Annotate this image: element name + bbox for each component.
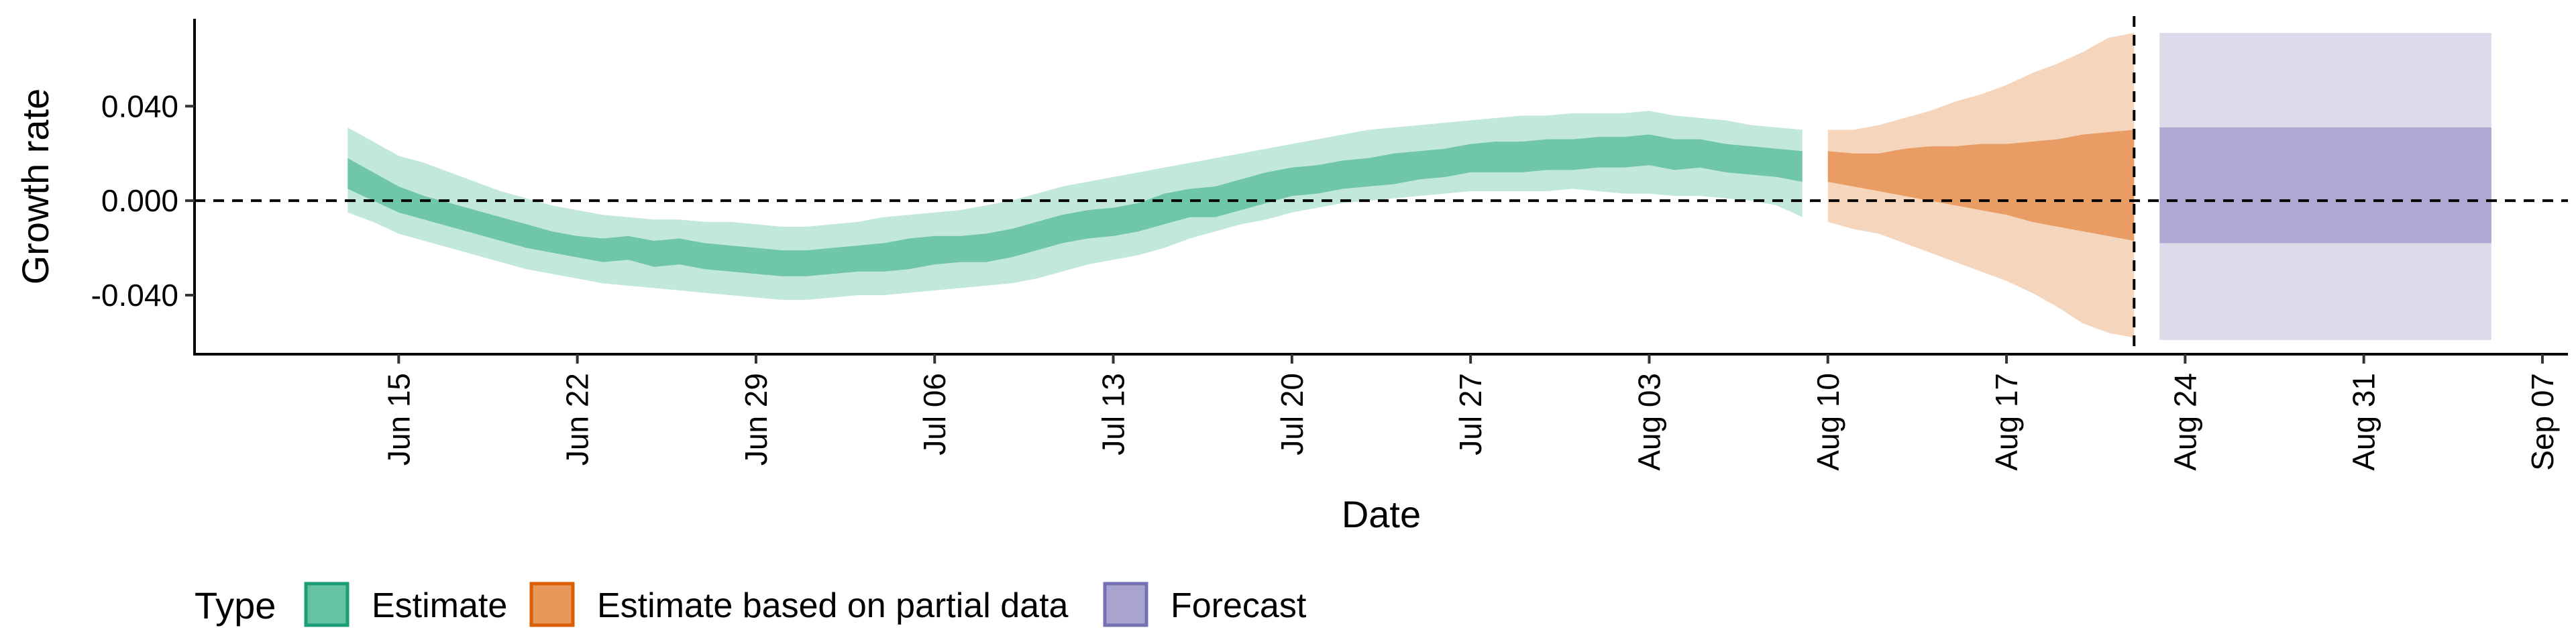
x-tick-label: Aug 24	[2167, 373, 2202, 471]
y-tick-label: 0.000	[101, 183, 178, 218]
axes	[193, 19, 2568, 356]
x-tick-label: Jul 20	[1275, 373, 1309, 455]
y-tick-label: -0.040	[91, 278, 178, 313]
x-tick-label: Aug 17	[1989, 373, 2024, 471]
legend-item-estimate-based-on-partial-data: Estimate based on partial data	[529, 582, 1069, 627]
legend-item-forecast: Forecast	[1103, 582, 1307, 627]
x-tick-label: Jun 15	[381, 373, 416, 466]
reference-lines	[195, 16, 2568, 354]
x-tick-label: Jul 13	[1096, 373, 1131, 455]
legend-label-forecast: Forecast	[1171, 586, 1307, 625]
legend-label-estimate: Estimate	[372, 586, 507, 625]
x-tick-label: Jul 06	[917, 373, 952, 455]
legend-label-estimate-based-on-partial-data: Estimate based on partial data	[597, 586, 1069, 625]
bands-layer	[347, 33, 2491, 340]
legend-key-forecast	[1103, 582, 1148, 627]
y-tick-label: 0.040	[101, 89, 178, 123]
x-tick-label: Sep 07	[2525, 373, 2560, 471]
legend-item-estimate: Estimate	[304, 582, 507, 627]
estimate-based-on-partial-data-band-50	[1827, 129, 2135, 241]
x-axis-title: Date	[1342, 493, 1421, 535]
legend-key-estimate-based-on-partial-data	[529, 582, 575, 627]
x-tick-label: Aug 03	[1631, 373, 1666, 471]
legend: Type Estimate Estimate based on partial d…	[195, 582, 1307, 627]
x-tick-label: Jun 29	[739, 373, 773, 466]
y-axis-title: Growth rate	[14, 89, 56, 285]
x-tick-label: Jul 27	[1453, 373, 1488, 455]
forecast-band-50	[2159, 127, 2491, 244]
tick-marks-and-labels: -0.040 0.000 0.040 Jun 15 Jun 22 Jun 29 Jul 06…	[91, 89, 2560, 471]
x-tick-label: Aug 10	[1811, 373, 1845, 471]
x-tick-label: Aug 31	[2347, 373, 2381, 471]
estimate-band-50	[347, 134, 1803, 276]
legend-key-estimate	[304, 582, 350, 627]
x-tick-label: Jun 22	[560, 373, 595, 466]
legend-title: Type	[195, 584, 276, 627]
